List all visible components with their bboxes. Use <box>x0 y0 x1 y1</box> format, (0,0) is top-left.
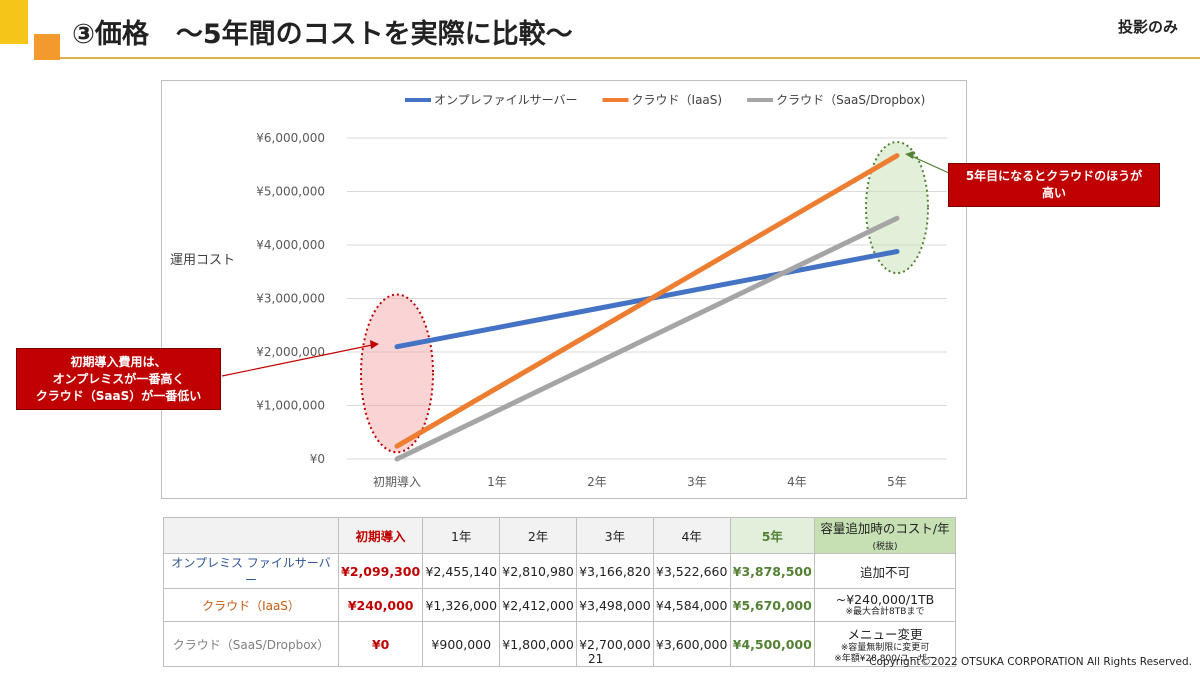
capacity-main: メニュー変更 <box>847 626 923 642</box>
capacity-note: ※容量無制限に変更可 <box>840 642 930 653</box>
tax-excluded-note: (税抜) <box>872 542 898 552</box>
callout-line: クラウド（SaaS）が一番低い <box>35 389 202 403</box>
table-row: オンプレミス ファイルサーバー ¥2,099,300 ¥2,455,140 ¥2… <box>163 553 956 589</box>
capacity-cell: メニュー変更 ※容量無制限に変更可 ※年額¥28,800/ユーザー <box>814 621 956 667</box>
x-tick-label: 4年 <box>787 475 807 489</box>
table-cell: ¥4,500,000 <box>729 621 816 667</box>
y-tick-label: ¥5,000,000 <box>256 185 325 199</box>
callout-initial-cost: 初期導入費用は、 オンプレミスが一番高く クラウド（SaaS）が一番低い <box>16 348 221 410</box>
highlight-ellipse-year5 <box>865 141 929 275</box>
callout-arrowhead-left <box>370 339 379 349</box>
table-cell: ¥240,000 <box>337 588 424 622</box>
table-header-cell: 1年 <box>422 517 501 554</box>
table-header-cell <box>163 517 339 554</box>
row-label-saas: クラウド（SaaS/Dropbox） <box>163 621 339 667</box>
table-cell: ¥3,166,820 <box>575 553 654 589</box>
capacity-header-label: 容量追加時のコスト/年 <box>820 521 950 536</box>
series-line-2 <box>394 215 900 462</box>
table-cell: ¥2,810,980 <box>499 553 577 589</box>
page-number: 21 <box>588 652 604 666</box>
x-tick-label: 3年 <box>687 475 707 489</box>
y-axis-label: 運用コスト <box>170 253 235 268</box>
table-header-cell: 5年 <box>729 517 816 554</box>
table-cell: ¥1,800,000 <box>499 621 577 667</box>
row-label-iaas: クラウド（IaaS） <box>163 588 339 622</box>
cost-chart-frame: ¥0 ¥1,000,000 ¥2,000,000 ¥3,000,000 ¥4,000,0… <box>161 80 967 499</box>
table-cell: ¥1,326,000 <box>422 588 501 622</box>
x-tick-label: 初期導入 <box>373 475 421 489</box>
table-cell: ¥3,600,000 <box>652 621 731 667</box>
highlight-ellipse-initial <box>360 293 434 454</box>
callout-arrowhead-right <box>905 151 914 160</box>
table-cell: ¥5,670,000 <box>729 588 816 622</box>
table-cell: ¥4,584,000 <box>652 588 731 622</box>
copyright-text: Copyright©2022 OTSUKA CORPORATION All Ri… <box>869 656 1192 668</box>
y-tick-label: ¥1,000,000 <box>256 399 325 413</box>
x-tick-label: 1年 <box>487 475 507 489</box>
corner-accent-orange <box>34 34 60 60</box>
table-cell: ¥3,522,660 <box>652 553 731 589</box>
table-cell: ¥2,412,000 <box>499 588 577 622</box>
callout-year5: 5年目になるとクラウドのほうが 高い <box>948 163 1160 207</box>
page-title: ③価格 ～5年間のコストを実際に比較～ <box>72 19 573 50</box>
capacity-note: ※最大合計8TBまで <box>845 607 925 617</box>
title-underline <box>60 57 1200 59</box>
table-cell: ¥900,000 <box>422 621 501 667</box>
table-cell: ¥2,099,300 <box>337 553 424 589</box>
table-cell: ¥2,455,140 <box>422 553 501 589</box>
callout-line: 初期導入費用は、 <box>70 355 167 369</box>
capacity-cell: ~¥240,000/1TB ※最大合計8TBまで <box>814 588 956 622</box>
y-tick-label: ¥2,000,000 <box>256 345 325 359</box>
capacity-main: ~¥240,000/1TB <box>835 592 935 607</box>
table-header-row: 初期導入 1年 2年 3年 4年 5年 容量追加時のコスト/年 (税抜) <box>163 517 956 554</box>
y-tick-label: ¥4,000,000 <box>256 238 325 252</box>
table-header-cell: 初期導入 <box>337 517 424 554</box>
legend-label: オンプレファイルサーバー <box>434 93 578 107</box>
capacity-cell: 追加不可 <box>814 553 956 589</box>
y-tick-label: ¥3,000,000 <box>256 292 325 306</box>
legend-label: クラウド（SaaS/Dropbox) <box>776 93 925 107</box>
x-tick-label: 5年 <box>887 475 907 489</box>
table-header-cell: 3年 <box>575 517 654 554</box>
callout-line: 5年目になるとクラウドのほうが <box>965 169 1143 183</box>
callout-line: 高い <box>1041 186 1066 200</box>
y-tick-label: ¥6,000,000 <box>256 131 325 145</box>
cost-line-chart: ¥0 ¥1,000,000 ¥2,000,000 ¥3,000,000 ¥4,000,0… <box>170 93 950 489</box>
callout-arrow-left <box>221 343 378 377</box>
table-cell: ¥3,878,500 <box>729 553 816 589</box>
table-row: クラウド（IaaS） ¥240,000 ¥1,326,000 ¥2,412,00… <box>163 588 956 622</box>
table-header-cell: 4年 <box>652 517 731 554</box>
table-cell: ¥0 <box>337 621 424 667</box>
legend-label: クラウド（IaaS) <box>632 93 723 107</box>
y-tick-label: ¥0 <box>310 452 325 466</box>
table-cell: ¥3,498,000 <box>575 588 654 622</box>
projection-only-badge: 投影のみ <box>1117 18 1178 36</box>
x-tick-label: 2年 <box>587 475 607 489</box>
row-label-onprem: オンプレミス ファイルサーバー <box>163 553 339 589</box>
callout-line: オンプレミスが一番高く <box>52 372 185 386</box>
table-header-cell: 2年 <box>499 517 577 554</box>
callout-arrow-right <box>906 153 950 174</box>
corner-accent-yellow <box>0 0 28 44</box>
table-row: クラウド（SaaS/Dropbox） ¥0 ¥900,000 ¥1,800,00… <box>163 621 956 667</box>
cost-comparison-table: 初期導入 1年 2年 3年 4年 5年 容量追加時のコスト/年 (税抜) オンプレ… <box>163 517 956 667</box>
capacity-note: ※年額¥28,800/ユーザー <box>834 653 936 664</box>
table-header-cell-capacity: 容量追加時のコスト/年 (税抜) <box>814 517 956 554</box>
series-line-1 <box>394 153 900 449</box>
